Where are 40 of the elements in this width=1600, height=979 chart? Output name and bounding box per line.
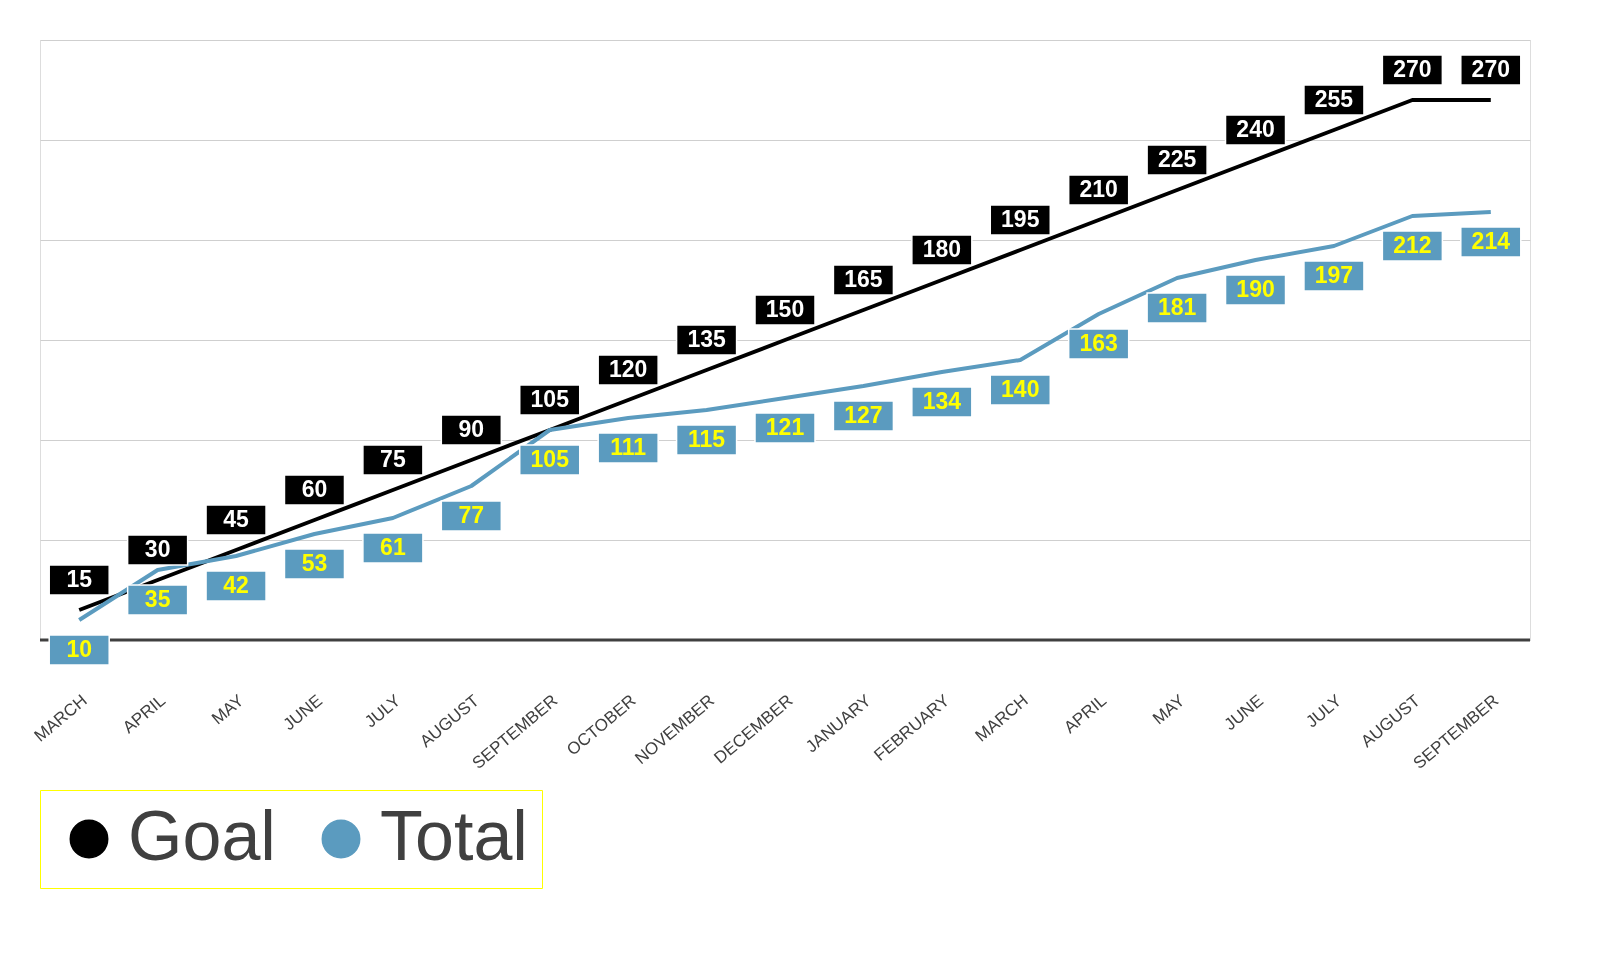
data-label: 212 <box>1393 232 1432 258</box>
data-label: 45 <box>223 506 250 532</box>
data-label: 180 <box>922 236 962 262</box>
data-label: 210 <box>1079 176 1118 202</box>
data-label: 140 <box>1001 376 1040 402</box>
data-label: 30 <box>144 536 171 562</box>
data-label: 134 <box>922 388 962 414</box>
data-label: 60 <box>301 476 328 502</box>
data-label: 75 <box>380 446 406 472</box>
data-label: 240 <box>1236 116 1275 142</box>
data-label: 214 <box>1471 228 1511 254</box>
data-label: 53 <box>301 550 328 576</box>
data-label: 255 <box>1314 86 1354 112</box>
data-label: 10 <box>66 636 93 662</box>
data-label: 163 <box>1079 330 1118 356</box>
data-label: 127 <box>844 402 883 428</box>
data-label: 195 <box>1001 206 1040 232</box>
data-label: 190 <box>1236 276 1275 302</box>
data-label: 270 <box>1393 56 1432 82</box>
data-label: 165 <box>844 266 883 292</box>
data-label: 197 <box>1314 262 1354 288</box>
data-label: 270 <box>1471 56 1510 82</box>
data-label: 150 <box>765 296 805 322</box>
legend-label: Total <box>380 797 528 875</box>
data-label: 135 <box>687 326 726 352</box>
data-label: 121 <box>765 414 805 440</box>
data-label: 15 <box>66 566 93 592</box>
data-label: 35 <box>144 586 171 612</box>
data-label: 105 <box>530 446 570 472</box>
data-label: 42 <box>223 572 249 598</box>
data-label: 77 <box>458 502 485 528</box>
data-label: 115 <box>688 426 726 452</box>
data-label: 90 <box>458 416 485 442</box>
data-label: 105 <box>530 386 570 412</box>
data-label: 120 <box>608 356 648 382</box>
data-label: 111 <box>610 434 647 460</box>
legend-label: Goal <box>128 797 276 875</box>
data-label: 225 <box>1157 146 1197 172</box>
data-label: 181 <box>1157 294 1197 320</box>
data-label: 61 <box>380 534 406 560</box>
